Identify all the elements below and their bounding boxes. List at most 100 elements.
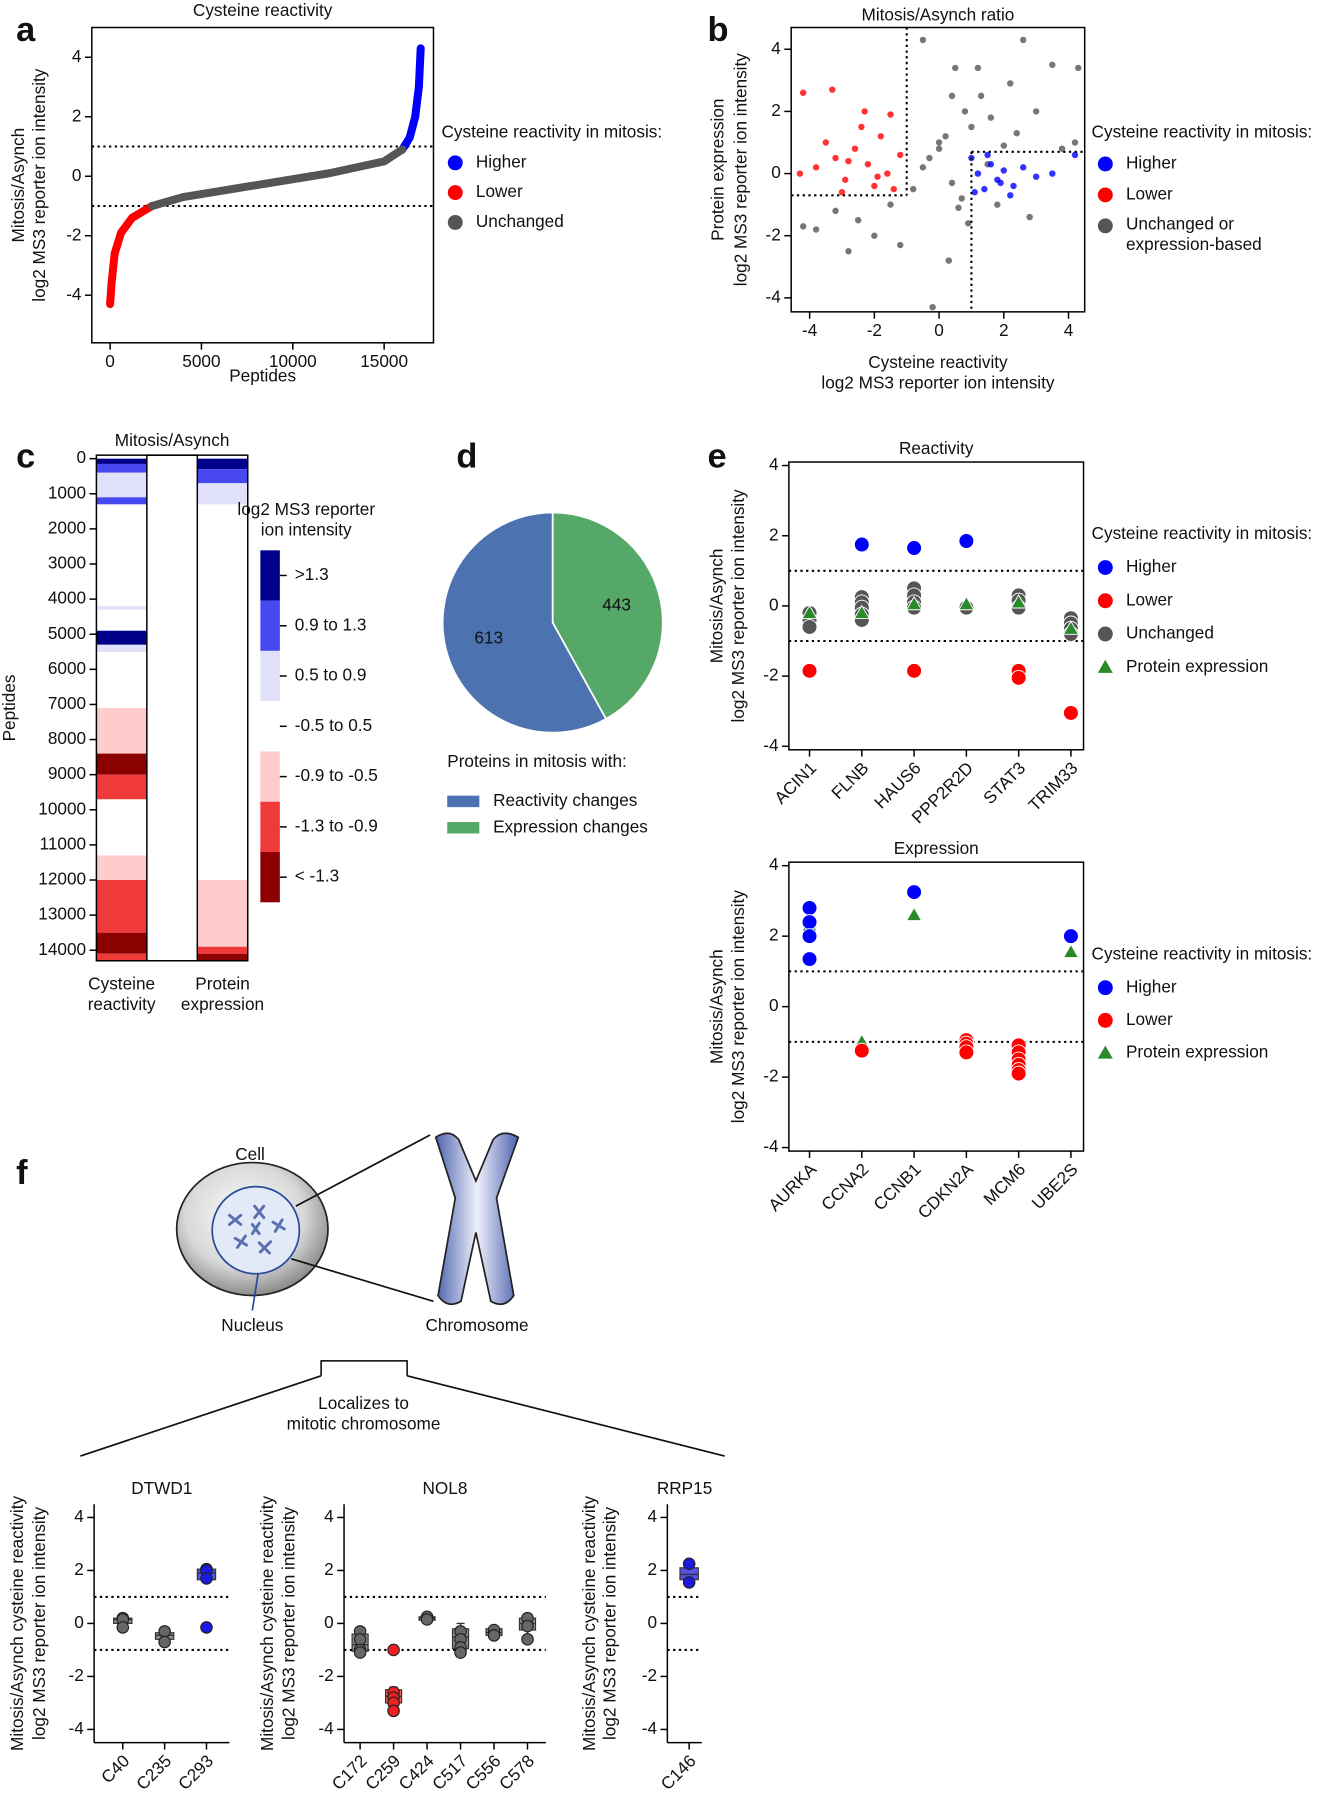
- y-axis-label: Mitosis/Asynch: [706, 949, 726, 1064]
- data-point: [935, 145, 943, 152]
- heatmap-cell: [96, 774, 147, 800]
- y-tick-label: 2: [647, 1559, 657, 1579]
- data-point: [853, 604, 871, 619]
- y-tick-label: 4: [72, 46, 82, 66]
- y-tick-label: -2: [66, 224, 81, 244]
- data-point: [958, 1044, 975, 1061]
- y-tick-label: -2: [69, 1665, 84, 1685]
- colorbar-bin: [260, 801, 280, 853]
- data-line: [398, 44, 425, 154]
- x-tick-label: UBE2S: [1028, 1159, 1082, 1213]
- bracket-line: [406, 1374, 725, 1457]
- heatmap-cell: [197, 953, 248, 961]
- x-tick-label: C146: [657, 1751, 700, 1794]
- legend-label: Lower: [1126, 183, 1173, 203]
- axes-frame: [91, 26, 435, 344]
- data-point: [682, 1576, 696, 1589]
- x-tick-label: 10000: [269, 351, 317, 371]
- y-tick-label: 2: [72, 105, 82, 125]
- x-tick-label: TRIM33: [1024, 758, 1081, 815]
- x-axis-label: log2 MS3 reporter ion intensity: [821, 373, 1055, 393]
- panel-label: b: [707, 11, 728, 49]
- data-point: [958, 533, 975, 549]
- data-point: [801, 951, 818, 967]
- axes-frame: [788, 861, 1085, 1152]
- x-tick-label: CCNA2: [817, 1159, 872, 1214]
- legend-label: Unchanged: [476, 211, 564, 231]
- x-tick-label: STAT3: [979, 758, 1029, 808]
- y-tick-label: 5000: [48, 623, 86, 643]
- localization-label: Localizes to: [318, 1393, 409, 1413]
- data-point: [942, 133, 949, 140]
- x-tick-label: C424: [394, 1750, 438, 1794]
- x-tick-label: -2: [867, 320, 882, 340]
- heatmap-cell: [96, 753, 147, 775]
- data-point: [682, 1557, 696, 1571]
- chart-title: Mitosis/Asynch: [115, 430, 230, 450]
- chromosome: [434, 1132, 520, 1306]
- legend-marker: [1097, 659, 1113, 673]
- panel-label: e: [707, 438, 726, 476]
- heatmap-cell: [197, 469, 248, 484]
- legend-title: Cysteine reactivity in mitosis:: [442, 122, 663, 142]
- x-tick-label: C235: [132, 1751, 175, 1794]
- data-point: [906, 540, 923, 556]
- mini-chromosomes: [227, 1204, 286, 1255]
- data-line: [148, 145, 407, 210]
- x-tick-label: 0: [105, 351, 115, 371]
- data-point: [905, 595, 923, 611]
- y-tick-label: 2000: [48, 517, 86, 537]
- data-point: [1049, 61, 1056, 69]
- y-tick-label: 7000: [48, 693, 86, 713]
- localization-label: mitotic chromosome: [287, 1414, 441, 1434]
- data-point: [952, 64, 959, 72]
- heatmap-cell: [96, 606, 147, 610]
- data-point: [1049, 170, 1056, 177]
- data-point: [987, 114, 995, 121]
- colorbar-label: -0.5 to 0.5: [295, 715, 372, 735]
- x-axis-label: Cysteine reactivity: [868, 352, 1008, 372]
- heatmap-cell: [96, 932, 147, 954]
- legend-title: Cysteine reactivity in mitosis:: [1092, 523, 1313, 543]
- legend-label: Lower: [1126, 1009, 1173, 1029]
- y-tick-label: -4: [766, 286, 782, 306]
- data-point: [796, 170, 804, 177]
- data-point: [1010, 669, 1027, 686]
- axes-frame: [790, 26, 1086, 313]
- data-point: [971, 189, 978, 196]
- legend-title: Cysteine reactivity in mitosis:: [1092, 944, 1313, 964]
- heatmap-cell: [96, 953, 147, 961]
- data-point: [874, 173, 881, 180]
- data-point: [945, 257, 952, 264]
- data-point: [948, 92, 956, 100]
- legend-label: Higher: [1126, 556, 1177, 576]
- pie-slice: [551, 511, 664, 721]
- y-tick-label: 0: [324, 1612, 334, 1632]
- data-point: [801, 619, 818, 635]
- y-tick-label: 13000: [38, 904, 86, 924]
- data-point: [521, 1619, 534, 1633]
- chart-title: Expression: [894, 838, 979, 858]
- data-point: [897, 241, 904, 249]
- y-tick-label: 2: [771, 100, 781, 120]
- y-axis-label: log2 MS3 reporter ion intensity: [29, 68, 49, 302]
- x-tick-label: C556: [461, 1751, 504, 1794]
- legend-marker: [1097, 980, 1113, 996]
- y-tick-label: 0: [769, 594, 779, 614]
- zoom-line: [295, 1134, 431, 1207]
- data-point: [1032, 173, 1040, 180]
- data-point: [200, 1572, 213, 1585]
- x-tick-label: C293: [174, 1751, 217, 1794]
- y-tick-label: 9000: [48, 763, 86, 783]
- data-point: [801, 604, 818, 619]
- colorbar-bin: [260, 600, 280, 651]
- data-point: [842, 176, 849, 183]
- x-axis-label: Peptides: [229, 366, 296, 386]
- data-point: [919, 36, 927, 44]
- heatmap-cell: [96, 630, 147, 645]
- data-point: [974, 170, 982, 177]
- data-point: [906, 662, 923, 679]
- x-tick-label: C259: [361, 1751, 404, 1794]
- data-point: [838, 189, 846, 196]
- data-point: [1026, 213, 1033, 221]
